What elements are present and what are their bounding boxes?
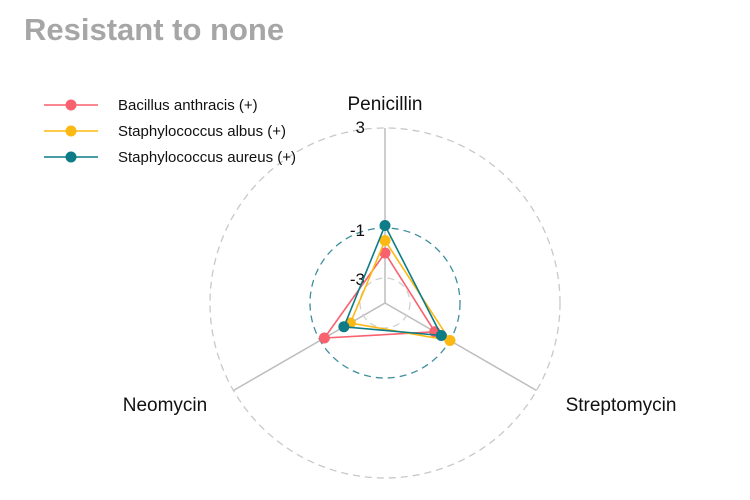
data-point-staphylococcus-albus-streptomycin xyxy=(444,335,456,346)
legend-marker-bacillus-anthracis xyxy=(65,99,77,111)
legend-label-staphylococcus-albus: Staphylococcus albus (+) xyxy=(118,123,286,140)
data-point-staphylococcus-albus-penicillin xyxy=(379,235,391,246)
legend-marker-staphylococcus-albus xyxy=(65,125,77,137)
axis-spoke-streptomycin xyxy=(384,302,537,392)
legend: Bacillus anthracis (+) Staphylococcus al… xyxy=(44,97,296,166)
chart-title: Resistant to none xyxy=(24,12,284,47)
data-point-bacillus-anthracis-neomycin xyxy=(318,332,330,344)
radar-series xyxy=(318,220,456,346)
data-point-staphylococcus-aureus-streptomycin xyxy=(435,330,447,341)
legend-marker-staphylococcus-aureus xyxy=(65,151,77,163)
grid-ring-inner xyxy=(359,277,411,329)
series-line-bacillus-anthracis xyxy=(322,251,437,339)
data-point-staphylococcus-aureus-penicillin xyxy=(379,220,391,231)
data-point-bacillus-anthracis-penicillin xyxy=(379,247,391,259)
axis-label-penicillin: Penicillin xyxy=(348,94,423,115)
data-point-staphylococcus-aureus-neomycin xyxy=(338,321,350,333)
grid-ring-outer xyxy=(209,127,561,479)
radar-grid xyxy=(209,127,561,479)
legend-label-bacillus-anthracis: Bacillus anthracis (+) xyxy=(118,97,258,114)
series-line-staphylococcus-aureus xyxy=(342,223,443,337)
tick-label-outer: 3 xyxy=(356,118,365,137)
legend-label-staphylococcus-aureus: Staphylococcus aureus (+) xyxy=(118,149,296,166)
axis-label-streptomycin: Streptomycin xyxy=(566,395,677,416)
axis-label-neomycin: Neomycin xyxy=(123,395,207,416)
tick-label-middle: -1 xyxy=(350,221,365,240)
axis-spoke-neomycin xyxy=(233,302,386,392)
